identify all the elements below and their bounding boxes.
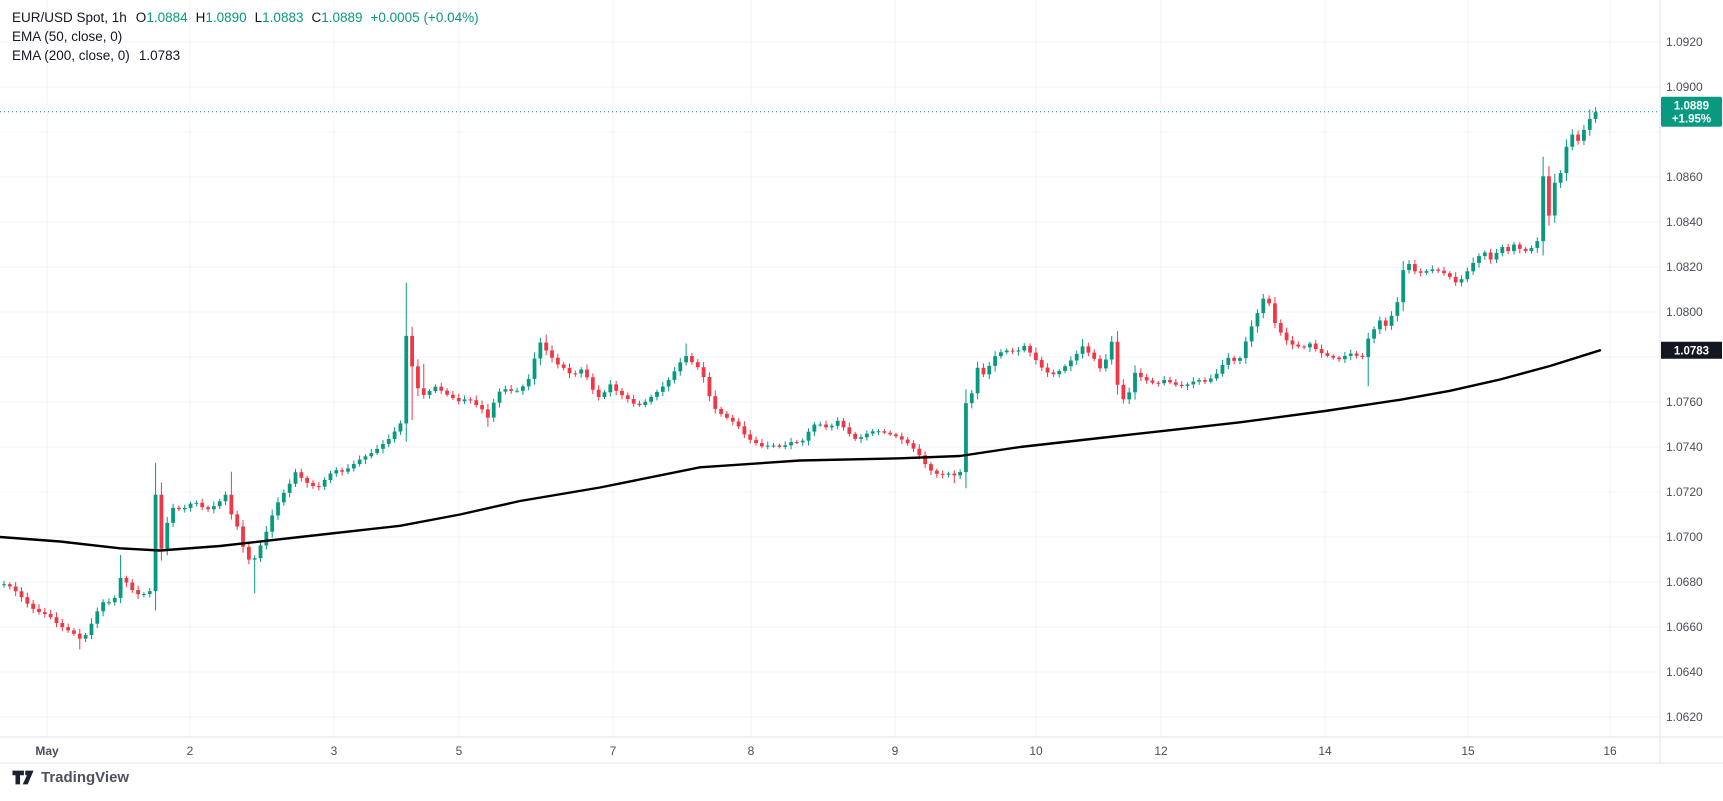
ema200-value: 1.0783: [138, 48, 181, 63]
time-axis[interactable]: May 2 3 5 7 8 9 10 12 14 15 16: [35, 744, 1617, 758]
svg-text:16: 16: [1603, 744, 1617, 758]
ohlc-high: H1.0890: [195, 10, 247, 25]
ohlc-open: O1.0884: [135, 10, 188, 25]
svg-text:3: 3: [331, 744, 338, 758]
svg-text:1.0680: 1.0680: [1666, 575, 1703, 589]
svg-text:10: 10: [1029, 744, 1043, 758]
svg-text:1.0889: 1.0889: [1674, 100, 1709, 112]
svg-text:14: 14: [1318, 744, 1332, 758]
tradingview-icon: [12, 770, 34, 785]
tradingview-logo[interactable]: TradingView: [12, 769, 129, 786]
svg-text:8: 8: [748, 744, 755, 758]
svg-text:1.0660: 1.0660: [1666, 620, 1703, 634]
svg-text:1.0620: 1.0620: [1666, 710, 1703, 724]
svg-text:7: 7: [610, 744, 617, 758]
svg-text:1.0760: 1.0760: [1666, 395, 1703, 409]
legend: EUR/USD Spot, 1h O1.0884 H1.0890 L1.0883…: [12, 8, 479, 65]
price-axis[interactable]: 1.0920 1.0900 1.0860 1.0840 1.0820 1.0800 1.07…: [1666, 35, 1703, 724]
ema50-legend-row[interactable]: EMA (50, close, 0): [12, 27, 479, 46]
svg-text:5: 5: [456, 744, 463, 758]
axes: 1.0920 1.0900 1.0860 1.0840 1.0820 1.0800 1.07…: [0, 0, 1723, 764]
candles-layer: [2, 107, 1598, 650]
ema50-label: EMA (50, close, 0): [12, 29, 123, 44]
svg-text:1.0640: 1.0640: [1666, 665, 1703, 679]
svg-text:1.0920: 1.0920: [1666, 35, 1703, 49]
svg-text:2: 2: [187, 744, 194, 758]
svg-text:+1.95%: +1.95%: [1672, 113, 1711, 125]
ema200-label: EMA (200, close, 0): [12, 48, 130, 63]
last-price-badge: 1.0889+1.95%: [1661, 96, 1722, 127]
svg-text:May: May: [35, 744, 59, 758]
svg-text:15: 15: [1461, 744, 1475, 758]
gridlines: [0, 0, 1660, 737]
ema-value-badge: 1.0783: [1661, 341, 1722, 359]
svg-text:1.0860: 1.0860: [1666, 170, 1703, 184]
svg-text:1.0740: 1.0740: [1666, 440, 1703, 454]
svg-text:1.0840: 1.0840: [1666, 215, 1703, 229]
ema200-legend-row[interactable]: EMA (200, close, 0) 1.0783: [12, 46, 479, 65]
svg-text:1.0720: 1.0720: [1666, 485, 1703, 499]
svg-text:1.0820: 1.0820: [1666, 260, 1703, 274]
tradingview-logo-text: TradingView: [41, 769, 130, 786]
change-text: +0.0005 (+0.04%): [370, 10, 479, 25]
ohlc-low: L1.0883: [254, 10, 304, 25]
svg-text:12: 12: [1154, 744, 1168, 758]
svg-text:1.0800: 1.0800: [1666, 305, 1703, 319]
symbol-legend-row[interactable]: EUR/USD Spot, 1h O1.0884 H1.0890 L1.0883…: [12, 8, 479, 27]
svg-text:1.0700: 1.0700: [1666, 530, 1703, 544]
ema200-line: [0, 349, 1602, 552]
svg-text:9: 9: [892, 744, 899, 758]
svg-text:1.0783: 1.0783: [1674, 345, 1709, 357]
symbol-title: EUR/USD Spot, 1h: [12, 10, 127, 25]
svg-text:1.0900: 1.0900: [1666, 80, 1703, 94]
ohlc-close: C1.0889: [311, 10, 363, 25]
